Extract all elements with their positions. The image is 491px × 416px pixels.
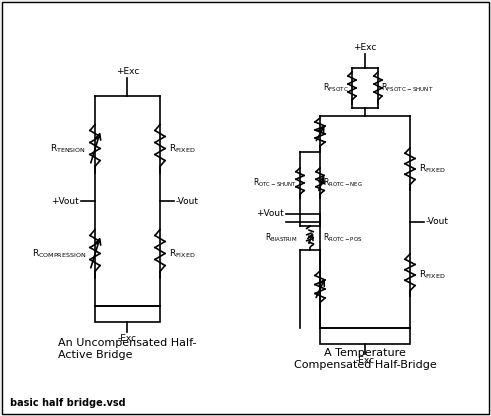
Text: R$_{\mathregular{R OTC-NEG}}$: R$_{\mathregular{R OTC-NEG}}$	[323, 177, 363, 189]
Text: +Exc: +Exc	[116, 67, 139, 76]
Text: R$_{\mathregular{FIXED}}$: R$_{\mathregular{FIXED}}$	[169, 142, 195, 155]
Bar	[95, 306, 160, 322]
Text: -Exc: -Exc	[118, 334, 137, 343]
Text: R$_{\mathregular{FIXED}}$: R$_{\mathregular{FIXED}}$	[169, 247, 195, 260]
Text: +Exc: +Exc	[354, 43, 377, 52]
Text: R$_{\mathregular{R OTC-POS}}$: R$_{\mathregular{R OTC-POS}}$	[323, 232, 362, 244]
Text: basic half bridge.vsd: basic half bridge.vsd	[10, 398, 126, 408]
Text: -Exc: -Exc	[355, 356, 375, 365]
Text: R$_{\mathregular{FSOTC-SHUNT}}$: R$_{\mathregular{FSOTC-SHUNT}}$	[381, 82, 434, 94]
Text: +Vout: +Vout	[256, 210, 284, 218]
Text: +Vout: +Vout	[51, 196, 79, 206]
Text: R$_{\mathregular{TENSION}}$: R$_{\mathregular{TENSION}}$	[50, 142, 86, 155]
Text: An Uncompensated Half-
Active Bridge: An Uncompensated Half- Active Bridge	[58, 338, 197, 359]
Text: R$_{\mathregular{FIXED}}$: R$_{\mathregular{FIXED}}$	[419, 269, 446, 281]
Text: -Vout: -Vout	[176, 196, 199, 206]
Text: A Temperature
Compensated Half-Bridge: A Temperature Compensated Half-Bridge	[294, 348, 436, 369]
Text: -Vout: -Vout	[426, 218, 449, 226]
Text: R$_{\mathregular{FSOTC}}$: R$_{\mathregular{FSOTC}}$	[323, 82, 349, 94]
Text: R$_{\mathregular{BIAS TRIM}}$: R$_{\mathregular{BIAS TRIM}}$	[265, 232, 297, 244]
Text: R$_{\mathregular{OTC-SHUNT}}$: R$_{\mathregular{OTC-SHUNT}}$	[253, 177, 297, 189]
Text: R$_{\mathregular{FIXED}}$: R$_{\mathregular{FIXED}}$	[419, 163, 446, 175]
Text: R$_{\mathregular{COMPRESSION}}$: R$_{\mathregular{COMPRESSION}}$	[32, 247, 86, 260]
Bar	[320, 328, 410, 344]
